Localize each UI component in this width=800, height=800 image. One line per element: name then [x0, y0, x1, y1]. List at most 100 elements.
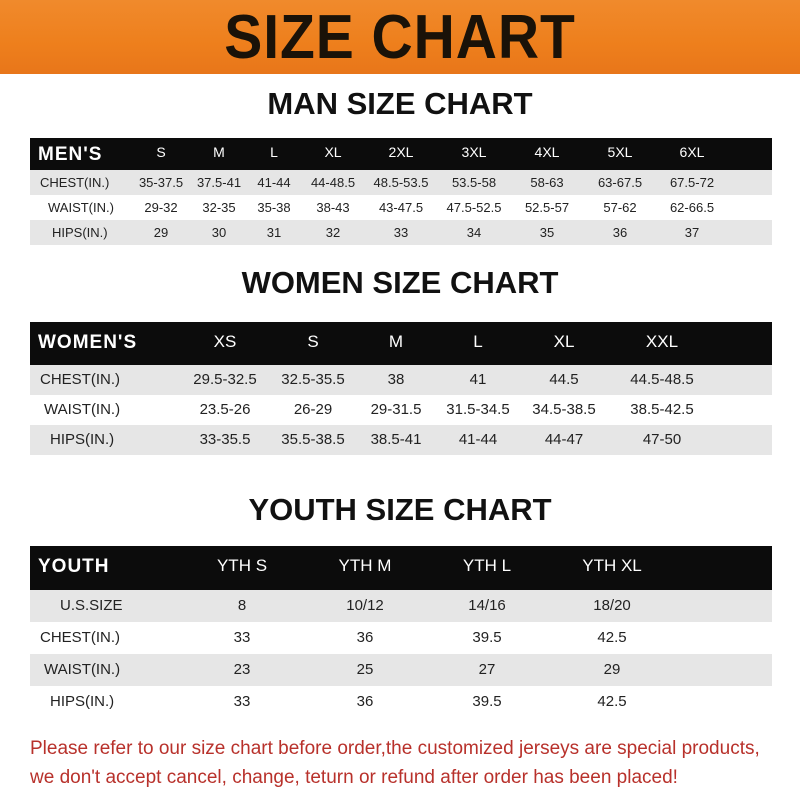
men-size-table: MEN'S S M L XL 2XL 3XL 4XL 5XL 6XL CHEST(IN.) 35-37…	[30, 138, 772, 245]
measurement-value: 47.5-52.5	[446, 200, 502, 215]
measurement-label: WAIST(IN.)	[44, 401, 121, 418]
women-table-row: HIPS(IN.) 33-35.5 35.5-38.5 38.5-41 41-44 44-…	[30, 425, 772, 455]
measurement-value: 33	[393, 225, 409, 240]
measurement-value: 57-62	[603, 200, 637, 215]
measurement-value: 32-35	[202, 200, 236, 215]
size-header: XS	[213, 332, 237, 351]
men-table-row: HIPS(IN.) 29 30 31 32 33 34 35 36 37	[30, 220, 772, 245]
size-header: L	[473, 332, 483, 351]
measurement-value: 53.5-58	[451, 175, 497, 190]
measurement-value: 38.5-41	[370, 431, 422, 448]
measurement-value: 35	[539, 225, 555, 240]
measurement-value: 42.5	[597, 629, 627, 646]
measurement-value: 37.5-41	[196, 175, 242, 190]
measurement-value: 52.5-57	[524, 200, 570, 215]
measurement-value: 35.5-38.5	[281, 431, 345, 448]
measurement-value: 32.5-35.5	[281, 371, 345, 388]
measurement-value: 36	[356, 629, 374, 646]
measurement-value: 37	[684, 225, 700, 240]
measurement-value: 38.5-42.5	[630, 401, 694, 418]
measurement-value: 25	[356, 661, 374, 678]
women-table-row: CHEST(IN.) 29.5-32.5 32.5-35.5 38 41 44.5 44.5…	[30, 365, 772, 395]
measurement-value: 29-31.5	[370, 401, 422, 418]
measurement-value: 38-43	[316, 200, 350, 215]
size-header: YTH L	[462, 556, 512, 575]
measurement-value: 41-44	[257, 175, 291, 190]
measurement-value: 14/16	[468, 597, 506, 614]
size-header: L	[270, 144, 278, 160]
measurement-value: 44.5-48.5	[630, 371, 694, 388]
banner-title: SIZE CHART	[224, 3, 576, 72]
measurement-value: 18/20	[593, 597, 631, 614]
measurement-value: 35-38	[257, 200, 291, 215]
youth-table-row: U.S.SIZE 8 10/12 14/16 18/20	[30, 590, 772, 622]
measurement-label: HIPS(IN.)	[52, 225, 108, 240]
measurement-label: HIPS(IN.)	[50, 431, 115, 448]
measurement-value: 29	[153, 225, 169, 240]
size-header: S	[156, 144, 166, 160]
measurement-value: 43-47.5	[378, 200, 424, 215]
size-header: 5XL	[607, 144, 633, 160]
women-section-title: WOMEN SIZE CHART	[241, 265, 559, 300]
measurement-value: 29-32	[144, 200, 178, 215]
size-header: 6XL	[679, 144, 705, 160]
youth-header-row: YOUTH YTH S YTH M YTH L YTH XL	[30, 546, 772, 590]
youth-table-row: CHEST(IN.) 33 36 39.5 42.5	[30, 622, 772, 654]
youth-header-label: YOUTH	[38, 556, 110, 577]
women-table-row: WAIST(IN.) 23.5-26 26-29 29-31.5 31.5-34.5 34…	[30, 395, 772, 425]
measurement-value: 44-47	[544, 431, 584, 448]
measurement-value: 29.5-32.5	[193, 371, 257, 388]
size-header: YTH XL	[582, 556, 642, 575]
measurement-value: 8	[237, 597, 247, 614]
measurement-value: 41	[469, 371, 487, 388]
measurement-value: 41-44	[458, 431, 498, 448]
men-table-row: WAIST(IN.) 29-32 32-35 35-38 38-43 43-47.5 47.…	[30, 195, 772, 220]
size-header: S	[307, 332, 319, 351]
measurement-value: 42.5	[597, 693, 627, 710]
measurement-label: CHEST(IN.)	[40, 175, 110, 190]
measurement-value: 39.5	[472, 629, 502, 646]
size-header: YTH S	[216, 556, 268, 575]
measurement-value: 58-63	[530, 175, 564, 190]
measurement-value: 67.5-72	[669, 175, 715, 190]
measurement-value: 44-48.5	[310, 175, 356, 190]
measurement-value: 10/12	[346, 597, 384, 614]
measurement-value: 44.5	[549, 371, 579, 388]
measurement-value: 34.5-38.5	[532, 401, 596, 418]
size-header: YTH M	[338, 556, 392, 575]
measurement-value: 34	[466, 225, 482, 240]
measurement-value: 33	[233, 693, 251, 710]
order-notice: Please refer to our size chart before or…	[30, 734, 760, 792]
measurement-value: 36	[356, 693, 374, 710]
measurement-value: 29	[603, 661, 621, 678]
measurement-value: 39.5	[472, 693, 502, 710]
size-header: 4XL	[534, 144, 560, 160]
measurement-label: CHEST(IN.)	[40, 371, 120, 388]
measurement-value: 33	[233, 629, 251, 646]
measurement-label: U.S.SIZE	[60, 597, 123, 614]
measurement-value: 32	[325, 225, 341, 240]
men-table-row: CHEST(IN.) 35-37.5 37.5-41 41-44 44-48.5 48.5…	[30, 170, 772, 195]
women-header-label: WOMEN'S	[38, 332, 138, 353]
measurement-label: WAIST(IN.)	[44, 661, 121, 678]
measurement-label: WAIST(IN.)	[48, 200, 114, 215]
measurement-value: 31	[266, 225, 282, 240]
youth-size-table: YOUTH YTH S YTH M YTH L YTH XL U.S.SIZE 8 10/12…	[30, 546, 772, 718]
youth-section-title: YOUTH SIZE CHART	[248, 492, 552, 527]
measurement-value: 31.5-34.5	[446, 401, 510, 418]
men-header-label: MEN'S	[38, 144, 103, 165]
size-header: M	[388, 332, 404, 351]
measurement-value: 62-66.5	[669, 200, 715, 215]
size-header: M	[213, 144, 225, 160]
measurement-value: 47-50	[642, 431, 682, 448]
order-notice-line-2: we don't accept cancel, change, teturn o…	[30, 767, 678, 788]
measurement-value: 23.5-26	[199, 401, 251, 418]
measurement-value: 35-37.5	[138, 175, 184, 190]
measurement-value: 38	[387, 371, 405, 388]
measurement-value: 33-35.5	[199, 431, 251, 448]
youth-table-row: HIPS(IN.) 33 36 39.5 42.5	[30, 686, 772, 718]
measurement-value: 26-29	[293, 401, 333, 418]
measurement-value: 63-67.5	[597, 175, 643, 190]
size-header: XL	[324, 144, 342, 160]
size-header: XL	[553, 332, 575, 351]
